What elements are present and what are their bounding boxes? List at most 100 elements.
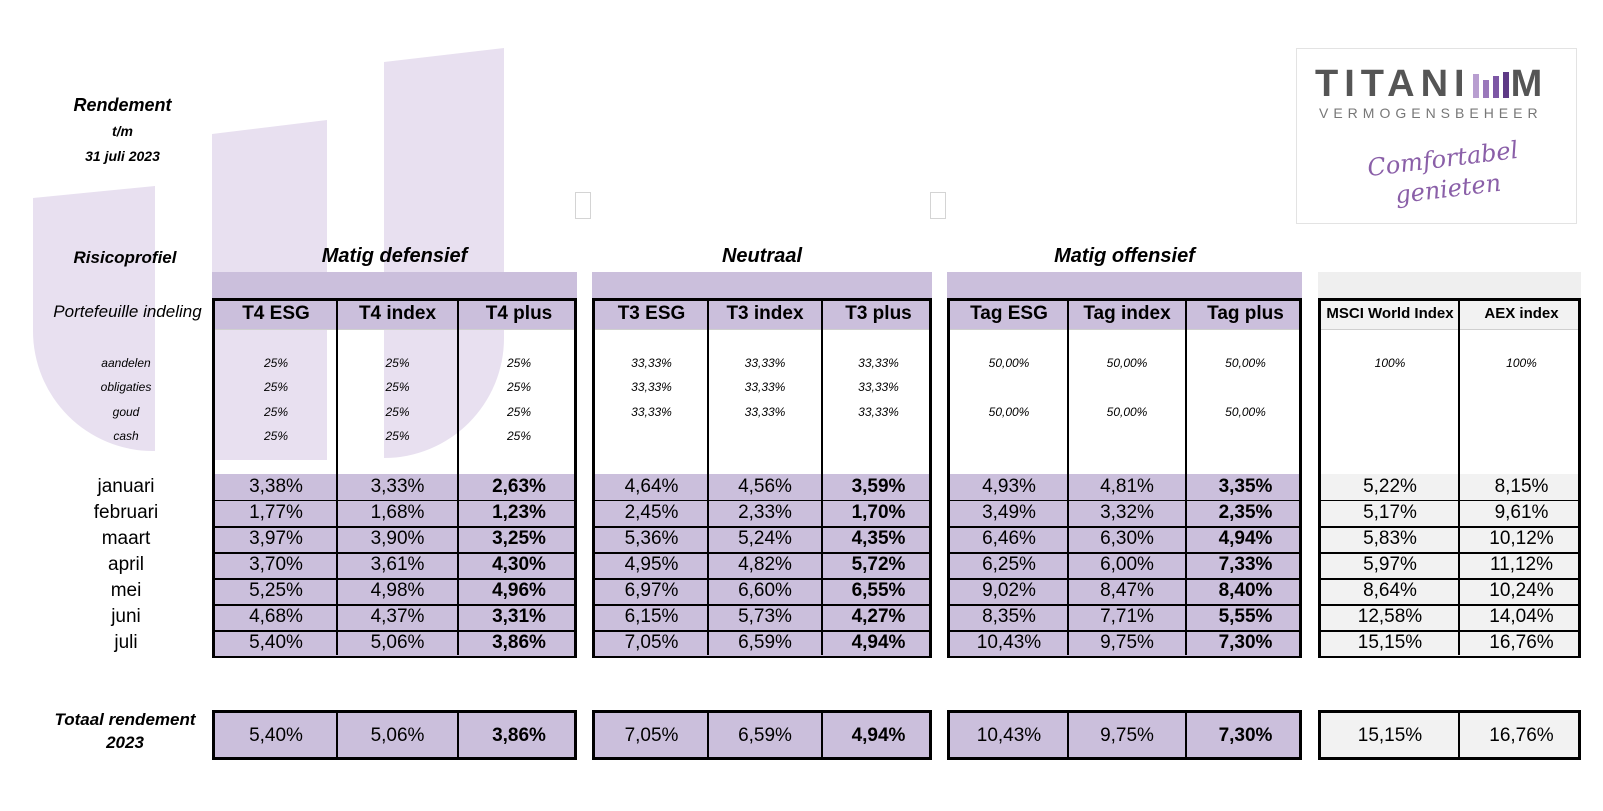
column-divider <box>821 713 823 757</box>
allocation-value: 33,33% <box>744 380 786 394</box>
monthly-return-cell: 4,35% <box>851 528 906 549</box>
monthly-return-cell: 4,93% <box>982 476 1036 497</box>
row-divider <box>1321 604 1578 606</box>
total-table-offensief: 10,43% 9,75% 7,30% <box>947 710 1302 760</box>
monthly-return-cell: 6,55% <box>851 580 906 601</box>
monthly-return-cell: 3,25% <box>492 528 546 549</box>
monthly-return-cell: 4,37% <box>370 606 425 627</box>
total-return-cell: 5,06% <box>370 724 425 746</box>
monthly-return-cell: 11,12% <box>1489 554 1554 575</box>
monthly-return-cell: 3,61% <box>370 554 425 575</box>
logo-brand-text: TITANI <box>1315 63 1471 105</box>
report-date: 31 juli 2023 <box>85 148 160 164</box>
monthly-return-cell: 5,22% <box>1363 476 1417 497</box>
monthly-return-cell: 6,46% <box>982 528 1036 549</box>
total-return-cell: 6,59% <box>738 724 792 746</box>
allocation-value: 25% <box>263 380 289 394</box>
monthly-return-cell: 9,75% <box>1100 632 1154 653</box>
portfolio-allocation-label: Portefeuille indeling <box>53 302 202 321</box>
monthly-return-cell: 1,23% <box>492 502 546 523</box>
monthly-return-cell: 9,61% <box>1494 502 1549 523</box>
monthly-return-cell: 2,35% <box>1218 502 1273 523</box>
total-return-cell: 4,94% <box>851 724 906 746</box>
month-mei: mei <box>110 580 142 601</box>
row-divider <box>595 604 929 606</box>
column-header-tag-index: Tag index <box>1083 303 1171 324</box>
profile-matig-defensief: Matig defensief <box>321 245 468 267</box>
monthly-return-cell: 10,43% <box>976 632 1042 653</box>
monthly-return-cell: 6,60% <box>738 580 792 601</box>
row-divider <box>595 552 929 554</box>
row-divider <box>1321 578 1578 580</box>
column-divider <box>1067 301 1069 655</box>
column-divider <box>707 301 709 655</box>
monthly-return-cell: 3,33% <box>370 476 425 497</box>
month-maart: maart <box>101 528 151 549</box>
row-divider <box>950 604 1299 606</box>
total-return-cell: 10,43% <box>976 724 1042 746</box>
row-divider <box>215 630 574 632</box>
column-header-tag-esg: Tag ESG <box>970 303 1048 324</box>
placeholder-box <box>575 192 591 219</box>
monthly-return-cell: 3,70% <box>249 554 303 575</box>
allocation-value: 100% <box>1506 356 1537 370</box>
alloc-label-aandelen: aandelen <box>101 356 151 370</box>
monthly-return-cell: 7,33% <box>1218 554 1273 575</box>
allocation-value: 33,33% <box>744 405 786 419</box>
header-row-fill <box>595 301 929 329</box>
month-januari: januari <box>97 476 155 497</box>
monthly-return-cell: 4,64% <box>624 476 679 497</box>
placeholder-box <box>930 192 946 219</box>
monthly-return-cell: 10,24% <box>1489 580 1554 601</box>
monthly-return-cell: 7,05% <box>624 632 679 653</box>
header-divider <box>950 329 1299 330</box>
column-divider <box>336 713 338 757</box>
column-header-t4-index: T4 index <box>358 303 437 324</box>
monthly-return-cell: 3,97% <box>249 528 303 549</box>
monthly-return-cell: 5,83% <box>1363 528 1417 549</box>
monthly-return-cell: 3,31% <box>492 606 546 627</box>
allocation-value: 25% <box>385 356 410 370</box>
allocation-value: 25% <box>506 405 532 419</box>
allocation-value: 50,00% <box>1225 356 1266 370</box>
monthly-return-cell: 2,33% <box>738 502 792 523</box>
column-divider <box>1185 713 1187 757</box>
monthly-return-cell: 5,55% <box>1218 606 1273 627</box>
total-return-cell: 15,15% <box>1357 724 1423 746</box>
month-juni: juni <box>111 606 141 627</box>
monthly-return-cell: 8,35% <box>982 606 1036 627</box>
monthly-return-cell: 6,97% <box>624 580 679 601</box>
monthly-return-cell: 4,96% <box>492 580 546 601</box>
monthly-return-cell: 1,68% <box>370 502 425 523</box>
monthly-return-cell: 3,90% <box>370 528 425 549</box>
total-return-cell: 7,05% <box>624 724 679 746</box>
row-divider <box>950 526 1299 528</box>
header-band-neutraal <box>592 272 932 298</box>
risk-profile-label: Risicoprofiel <box>73 248 177 267</box>
monthly-return-cell: 8,15% <box>1494 476 1549 497</box>
row-divider <box>215 552 574 554</box>
monthly-rows-fill <box>595 474 929 656</box>
monthly-return-cell: 5,73% <box>738 606 792 627</box>
column-header-t4-esg: T4 ESG <box>242 303 310 324</box>
allocation-value: 100% <box>1374 356 1406 370</box>
allocation-value: 33,33% <box>858 405 899 419</box>
monthly-return-cell: 6,30% <box>1100 528 1154 549</box>
column-divider <box>457 301 459 655</box>
logo-subtitle: VERMOGENSBEHEER <box>1319 105 1543 121</box>
header-band-benchmark <box>1318 272 1581 298</box>
row-divider <box>1321 500 1578 501</box>
allocation-value: 33,33% <box>631 356 672 370</box>
total-return-label: Totaal rendement <box>54 710 196 729</box>
allocation-value: 50,00% <box>1225 405 1266 419</box>
row-divider <box>950 630 1299 632</box>
table-defensief: T4 ESG 25% 25% 25% 25% 3,38% 1,77% 3,97% 3,70% 5,… <box>212 298 577 658</box>
column-header-t3-esg: T3 ESG <box>617 303 686 324</box>
row-divider <box>215 604 574 606</box>
monthly-return-cell: 1,70% <box>851 502 906 523</box>
monthly-return-cell: 3,32% <box>1100 502 1154 523</box>
allocation-value: 25% <box>385 405 410 419</box>
monthly-return-cell: 2,63% <box>492 476 546 497</box>
row-divider <box>950 552 1299 554</box>
row-divider <box>1321 630 1578 632</box>
